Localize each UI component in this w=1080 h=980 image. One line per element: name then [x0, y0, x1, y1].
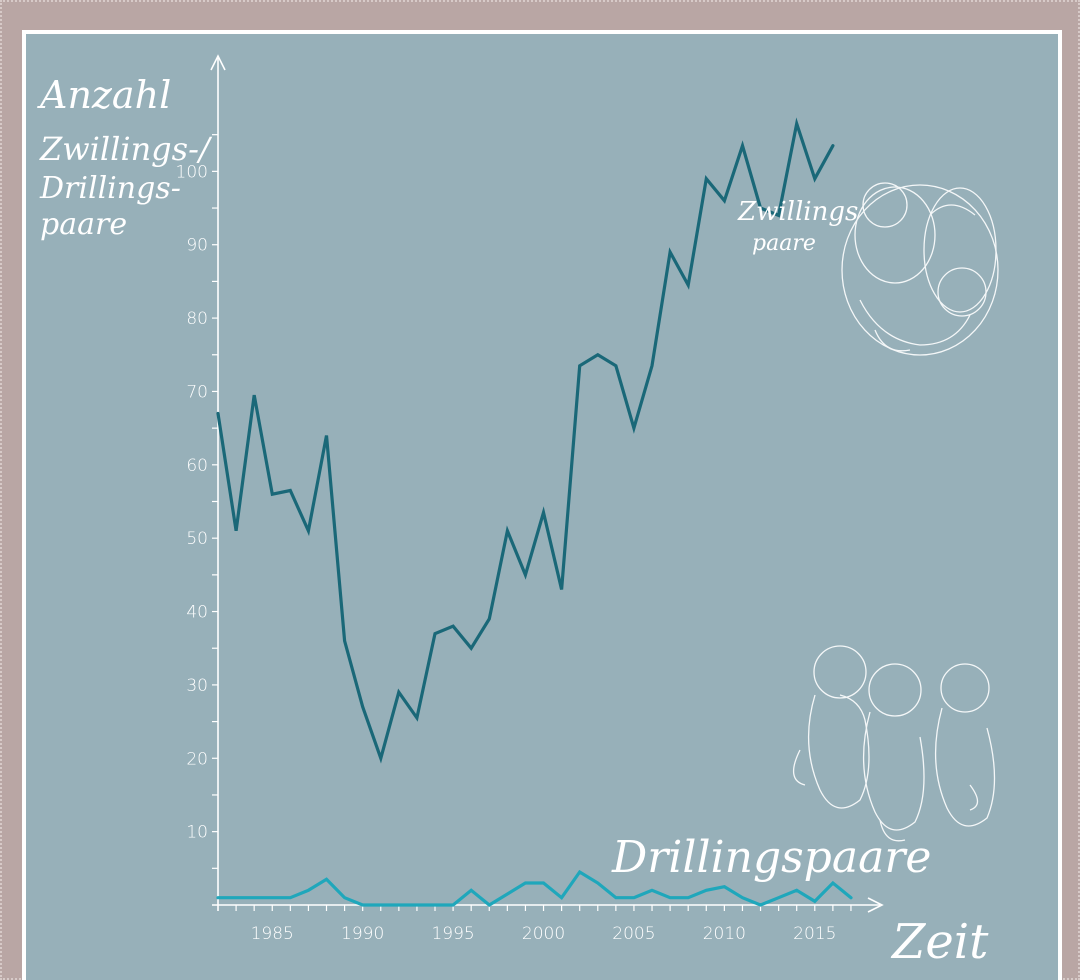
y-tick-label: 40	[186, 603, 208, 623]
y-tick-label: 50	[186, 529, 208, 549]
y-tick-label: 60	[186, 456, 208, 476]
series-line-drillingspaare	[216, 869, 853, 907]
x-tick-label: 2000	[522, 924, 565, 944]
y-axis-label-line: Zwillings-/	[39, 130, 213, 168]
y-tick-label: 20	[186, 749, 208, 769]
axes	[210, 54, 884, 913]
y-axis-label-line: paare	[40, 207, 127, 242]
y-tick-label: 90	[186, 236, 208, 256]
chart-panel	[22, 30, 1062, 980]
chart-labels: Anzahl Zwillings-/Drillings-paare Zeit Zwil…	[37, 73, 989, 970]
x-tick-label: 2005	[612, 924, 655, 944]
y-axis-label-line: Anzahl	[37, 73, 171, 117]
y-tick-label: 80	[186, 309, 208, 329]
x-tick-label: 1995	[431, 924, 474, 944]
x-axis-label: Zeit	[890, 914, 989, 970]
y-tick-label: 100	[176, 162, 208, 182]
x-tick-label: 1990	[341, 924, 384, 944]
y-tick-label: 30	[186, 676, 208, 696]
x-tick-label: 2015	[793, 924, 836, 944]
y-axis-label-line: Drillings-	[39, 171, 181, 206]
y-axis-ticks: 10 20 30 40 50 60 70 80 90 100	[176, 134, 218, 869]
x-axis-ticks: 1985 1990 1995 2000 2005 2010 2015	[235, 905, 852, 944]
x-axis-arrow	[867, 897, 884, 913]
y-tick-label: 70	[186, 382, 208, 402]
series-label-twins: Zwillings	[737, 197, 858, 227]
series-label-triplets: Drillingspaare	[611, 832, 931, 883]
x-tick-label: 2010	[703, 924, 746, 944]
y-tick-label: 10	[186, 823, 208, 843]
series-line-zwillingspaare	[216, 117, 835, 764]
x-tick-label: 1985	[251, 924, 294, 944]
y-axis-arrow	[210, 54, 226, 71]
series-layer	[216, 117, 853, 907]
triplets-illustration	[793, 645, 996, 842]
series-label-twins: paare	[752, 231, 816, 256]
twins-illustration	[841, 182, 999, 356]
